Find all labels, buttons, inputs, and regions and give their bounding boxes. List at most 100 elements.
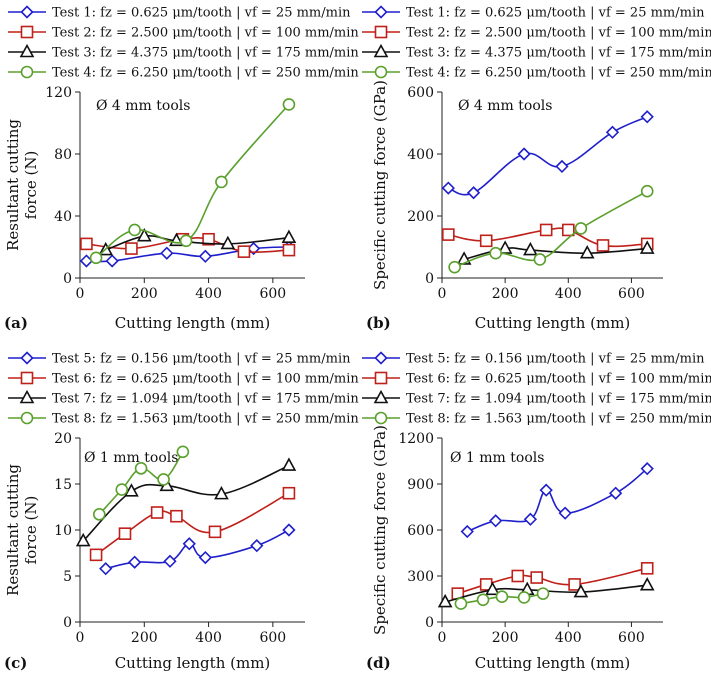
x-tick-label: 0 — [76, 630, 85, 646]
data-point — [99, 562, 113, 576]
data-point — [485, 581, 500, 596]
y-tick-label: 0 — [63, 615, 72, 631]
series-2 — [442, 223, 654, 252]
data-point — [176, 445, 190, 459]
legend-entry: Test 3: fz = 4.375 μm/tooth | vf = 175 m… — [52, 46, 359, 61]
legend-marker-square — [20, 371, 34, 385]
y-tick-label: 600 — [407, 85, 434, 101]
legend-entry: Test 7: fz = 1.094 μm/tooth | vf = 175 m… — [406, 392, 711, 407]
data-point — [523, 241, 538, 256]
series-1 — [99, 523, 296, 576]
series-line — [82, 464, 290, 542]
data-point — [125, 242, 138, 255]
data-point — [579, 245, 595, 259]
legend-entry: Test 8: fz = 1.563 μm/tooth | vf = 250 m… — [52, 412, 359, 427]
data-point — [448, 260, 461, 274]
data-point — [511, 569, 525, 583]
y-tick-label: 200 — [407, 209, 434, 225]
x-tick-label: 200 — [131, 286, 158, 302]
legend-marker-diamond — [20, 351, 34, 365]
legend-entry: Test 5: fz = 0.156 μm/tooth | vf = 25 mm… — [52, 352, 351, 367]
x-axis-title: Cutting length (mm) — [115, 654, 271, 672]
data-point — [460, 524, 474, 539]
legend-marker-circle — [20, 411, 34, 425]
data-point — [281, 457, 297, 471]
legend-marker-square — [374, 25, 388, 39]
data-point — [596, 239, 610, 252]
data-point — [150, 506, 164, 519]
data-point — [202, 232, 215, 246]
y-tick-label: 120 — [45, 85, 72, 101]
data-point — [179, 234, 193, 248]
data-point — [92, 508, 106, 521]
data-point — [281, 229, 297, 243]
legend-entry: Test 4: fz = 6.250 μm/tooth | vf = 250 m… — [52, 66, 359, 81]
legend-marker-circle — [374, 65, 388, 79]
legend-marker-square — [374, 371, 388, 385]
y-tick-label: 40 — [54, 209, 72, 225]
legend-marker-triangle — [19, 43, 35, 58]
y-tick-label: 80 — [54, 147, 72, 163]
data-point — [561, 223, 575, 237]
panel-label: (c) — [4, 654, 27, 672]
y-tick-label: 400 — [407, 147, 434, 163]
data-point — [136, 227, 152, 242]
data-point — [118, 527, 132, 540]
x-tick-label: 0 — [438, 286, 447, 302]
y-axis-title: Specific cutting force (GPa) — [371, 425, 389, 635]
panel-label: (a) — [4, 314, 28, 332]
y-tick-label: 15 — [54, 477, 72, 493]
data-point — [523, 512, 538, 526]
x-tick-label: 400 — [555, 630, 582, 646]
data-point — [115, 483, 129, 496]
legend-marker-diamond — [20, 5, 34, 19]
data-point — [639, 240, 655, 254]
y-axis-title: Resultant cutting force (N) — [4, 464, 40, 596]
data-point — [105, 254, 119, 268]
x-tick-label: 400 — [195, 630, 222, 646]
x-axis-title: Cutting length (mm) — [115, 314, 271, 332]
series-3 — [98, 227, 297, 256]
y-tick-label: 1200 — [398, 431, 434, 447]
tool-annotation: Ø 4 mm tools — [96, 98, 190, 114]
x-tick-label: 200 — [492, 286, 519, 302]
data-point — [497, 240, 513, 254]
y-tick-label: 0 — [63, 271, 72, 287]
series-2 — [80, 232, 296, 258]
x-tick-label: 400 — [195, 286, 222, 302]
data-point — [80, 237, 93, 251]
x-axis-title: Cutting length (mm) — [475, 654, 631, 672]
series-1 — [460, 462, 654, 539]
data-point — [215, 175, 228, 189]
x-tick-label: 600 — [259, 286, 286, 302]
data-point — [530, 571, 544, 584]
legend-marker-triangle — [373, 389, 389, 404]
data-point — [574, 222, 588, 235]
data-point — [466, 186, 481, 200]
x-tick-label: 0 — [438, 630, 447, 646]
data-point — [479, 234, 493, 248]
y-tick-label: 0 — [425, 615, 434, 631]
data-point — [89, 251, 103, 265]
y-tick-label: 600 — [407, 523, 434, 539]
x-tick-label: 600 — [259, 630, 286, 646]
series-4 — [454, 587, 550, 610]
data-point — [250, 539, 264, 553]
y-axis-title-line: Specific cutting force (GPa) — [371, 80, 389, 290]
data-point — [282, 98, 296, 111]
data-point — [517, 147, 531, 161]
legend-entry: Test 8: fz = 1.563 μm/tooth | vf = 250 m… — [406, 412, 711, 427]
series-4 — [92, 445, 190, 521]
data-point — [160, 246, 174, 260]
legend: Test 1: fz = 0.625 μm/tooth | vf = 25 mm… — [362, 5, 711, 81]
data-point — [539, 483, 553, 497]
legend-marker-circle — [374, 411, 388, 425]
legend-entry: Test 1: fz = 0.625 μm/tooth | vf = 25 mm… — [406, 6, 705, 21]
data-point — [134, 462, 148, 475]
y-tick-label: 5 — [63, 569, 72, 585]
legend-entry: Test 5: fz = 0.156 μm/tooth | vf = 25 mm… — [406, 352, 705, 367]
data-point — [555, 159, 569, 174]
data-point — [182, 537, 196, 551]
series-line — [95, 103, 290, 259]
